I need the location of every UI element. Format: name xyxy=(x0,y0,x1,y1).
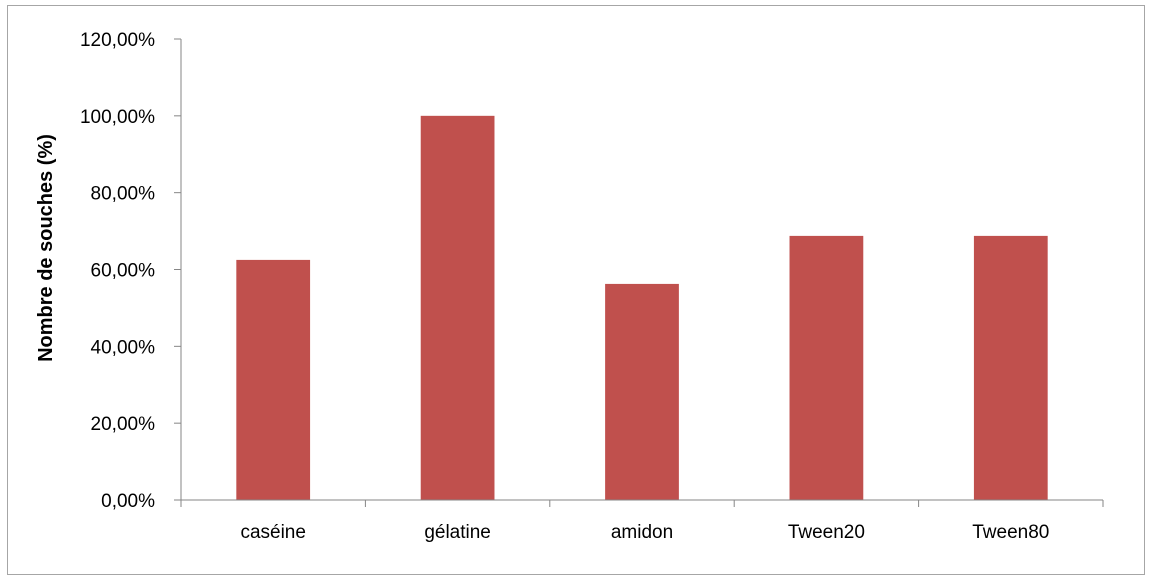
x-tick-label-3: Tween20 xyxy=(788,522,865,543)
bar-2 xyxy=(605,283,679,500)
y-tick-label-0: 0,00% xyxy=(101,491,155,512)
y-axis-title: Nombre de souches (%) xyxy=(35,134,57,362)
y-tick-label-4: 80,00% xyxy=(91,184,156,205)
x-tick-label-2: amidon xyxy=(611,522,673,543)
x-tick-label-1: gélatine xyxy=(424,522,491,543)
bar-3 xyxy=(789,235,864,500)
axes-group xyxy=(174,38,1104,507)
x-tick-label-4: Tween80 xyxy=(972,522,1049,543)
bar-0 xyxy=(236,259,311,500)
chart-frame xyxy=(7,5,1145,575)
y-tick-label-1: 20,00% xyxy=(91,414,156,435)
y-tick-label-5: 100,00% xyxy=(80,107,155,128)
y-tick-label-6: 120,00% xyxy=(80,30,155,51)
bar-4 xyxy=(973,235,1048,500)
bar-1 xyxy=(420,115,495,500)
x-tick-label-0: caséine xyxy=(240,522,306,543)
y-tick-label-3: 60,00% xyxy=(91,261,156,282)
bars-group xyxy=(236,115,1048,500)
y-tick-label-2: 40,00% xyxy=(91,337,156,358)
ticks-group: caséine gélatine amidon Tween20 Tween80 0,00%… xyxy=(80,30,1049,543)
